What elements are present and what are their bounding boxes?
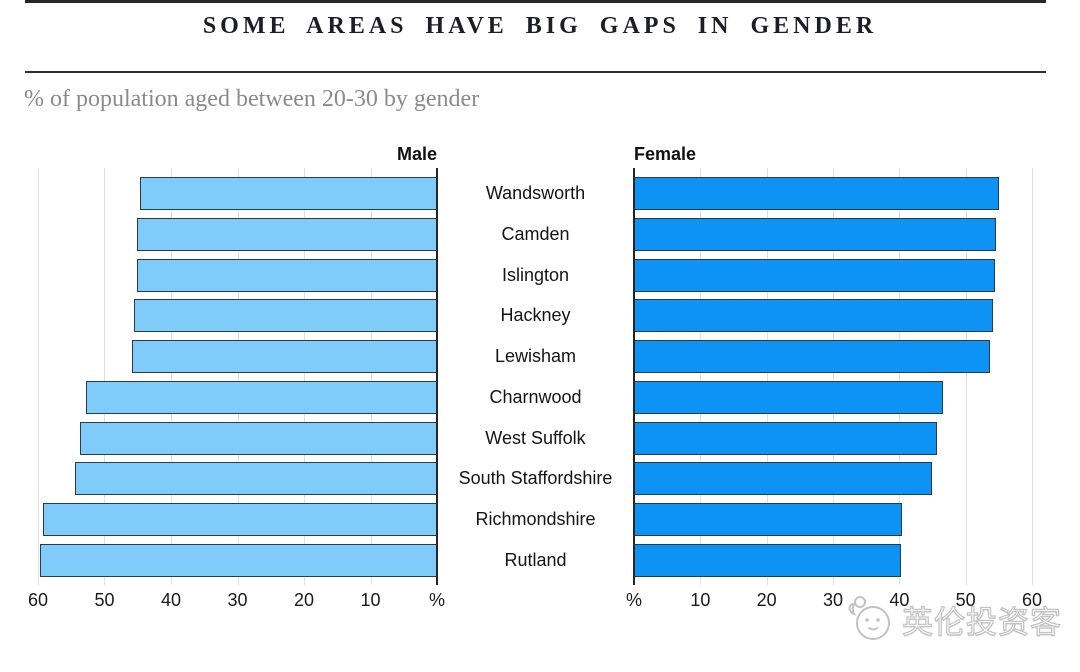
axis-tick-label-right-20: 20 <box>756 590 777 610</box>
male-bar-hackney <box>133 299 437 333</box>
category-label-charnwood: Charnwood <box>489 386 582 407</box>
axis-tick-label-right-10: 10 <box>690 590 711 610</box>
top-rule <box>25 0 1046 3</box>
female-bar-hackney <box>634 299 993 333</box>
axis-tick-label-left-20: 20 <box>293 590 314 610</box>
gridline-male-10 <box>370 168 372 585</box>
male-bar-south-staffordshire <box>75 462 437 496</box>
female-bar-charnwood <box>634 380 944 414</box>
category-label-islington: Islington <box>501 264 570 285</box>
watermark: 英伦投资客 <box>846 592 1062 646</box>
male-bar-richmondshire <box>43 503 437 537</box>
male-bars-panel <box>38 168 437 585</box>
gridline-male-20 <box>303 168 305 585</box>
gridline-female-20 <box>766 168 768 585</box>
female-bar-richmondshire <box>634 503 902 537</box>
female-bar-south-staffordshire <box>634 462 932 496</box>
female-bar-wandsworth <box>634 177 1000 210</box>
female-bar-rutland <box>634 544 901 578</box>
title-divider <box>25 71 1046 73</box>
axis-tick-label-right-30: 30 <box>822 590 844 610</box>
gridline-male-60 <box>38 168 39 585</box>
female-bar-west-suffolk <box>634 421 938 455</box>
male-series-header: Male <box>396 144 437 164</box>
male-bar-west-suffolk <box>79 421 437 455</box>
female-axis-tick-labels: % 10 20 30 40 50 60 <box>626 590 1042 614</box>
category-label-hackney: Hackney <box>500 305 571 326</box>
axis-tick-label-left-%: % <box>428 590 446 610</box>
category-labels-column: Wandsworth Camden Islington Hackney Lewisham… <box>437 168 634 585</box>
male-bar-charnwood <box>85 380 437 414</box>
gridline-male-50 <box>104 168 106 585</box>
male-bar-camden <box>137 217 437 251</box>
axis-tick-label-left-60: 60 <box>27 590 49 610</box>
female-series-header: Female <box>634 144 697 164</box>
male-bar-islington <box>137 258 437 292</box>
category-label-south-staffordshire: South Staffordshire <box>458 468 613 489</box>
male-bar-lewisham <box>131 340 437 374</box>
female-bar-lewisham <box>634 340 991 374</box>
gridline-female-30 <box>833 168 834 585</box>
gridline-male-40 <box>170 168 172 585</box>
axis-tick-label-right-%: % <box>625 590 643 610</box>
female-bar-camden <box>634 217 997 251</box>
category-label-richmondshire: Richmondshire <box>475 509 596 530</box>
gridline-female-40 <box>899 168 901 585</box>
gridline-female-10 <box>700 168 702 585</box>
chart-subtitle: % of population aged between 20-30 by ge… <box>24 86 480 112</box>
axis-tick-label-right-40: 40 <box>889 590 910 610</box>
watermark-text: 英伦投资客 <box>901 604 1062 640</box>
female-axis-spine <box>633 168 635 585</box>
category-label-camden: Camden <box>501 223 570 244</box>
category-label-lewisham: Lewisham <box>494 346 577 367</box>
category-label-rutland: Rutland <box>504 550 567 571</box>
axis-tick-label-left-10: 10 <box>360 590 381 610</box>
male-axis-spine <box>436 168 438 585</box>
category-label-west-suffolk: West Suffolk <box>485 427 586 448</box>
axis-tick-label-left-30: 30 <box>227 590 248 610</box>
axis-tick-label-left-50: 50 <box>94 590 115 610</box>
chart-title: SOME AREAS HAVE BIG GAPS IN GENDER <box>202 13 878 39</box>
axis-tick-label-left-40: 40 <box>160 590 181 610</box>
male-axis-tick-labels: 60 50 40 30 20 10% <box>28 590 445 614</box>
axis-tick-label-right-50: 50 <box>955 590 976 610</box>
female-bar-islington <box>634 258 995 292</box>
female-bars-panel <box>634 168 1033 585</box>
gridline-female-60 <box>1032 168 1033 585</box>
gridline-female-50 <box>965 168 967 585</box>
male-bar-wandsworth <box>139 177 437 210</box>
axis-tick-label-right-60: 60 <box>1021 590 1043 610</box>
mascot-face-icon <box>848 596 890 640</box>
male-bar-rutland <box>40 544 437 578</box>
category-label-wandsworth: Wandsworth <box>485 183 586 203</box>
gridline-male-30 <box>237 168 239 585</box>
